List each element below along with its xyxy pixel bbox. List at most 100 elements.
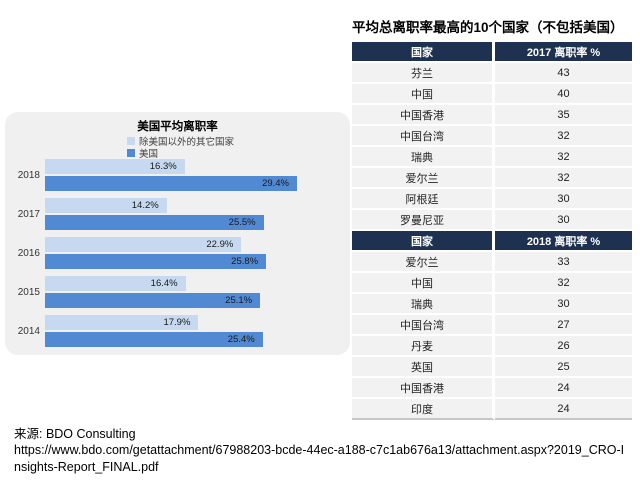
bar-value-label: 25.4% [227,334,255,345]
rate-cell: 24 [495,399,632,420]
rate-cell: 30 [495,294,632,315]
country-cell: 中国 [352,84,495,105]
bar-pair: 17.9% 25.4% [45,315,350,347]
bar-value-label: 17.9% [163,317,191,328]
table-body: 爱尔兰 33 中国 32 瑞典 30 中国台湾 27 丹麦 26 英国 25 中国香港 24 印度 24 [352,252,632,420]
bar-other-countries: 14.2% [45,198,167,213]
rate-header: 2017 离职率 % [495,42,632,63]
country-cell: 阿根廷 [352,189,495,210]
table-row: 芬兰 43 [352,63,632,84]
table-row: 印度 24 [352,399,632,420]
year-axis-label: 2017 [17,208,40,220]
rate-cell: 33 [495,252,632,273]
table-row: 罗曼尼亚 30 [352,210,632,231]
country-cell: 芬兰 [352,63,495,84]
table-row: 中国 32 [352,273,632,294]
bar-value-label: 14.2% [131,200,159,211]
bar-group-2018: 2018 16.3% 29.4% [5,159,350,191]
bar-us: 25.8% [45,254,267,269]
country-cell: 爱尔兰 [352,252,495,273]
country-cell: 中国 [352,273,495,294]
bar-group-2017: 2017 14.2% 25.5% [5,198,350,230]
bar-us: 25.5% [45,215,264,230]
bar-us: 25.4% [45,332,263,347]
rate-cell: 32 [495,126,632,147]
rate-cell: 30 [495,210,632,231]
bar-us: 29.4% [45,176,297,191]
table-row: 中国 40 [352,84,632,105]
rate-cell: 26 [495,336,632,357]
table-row: 英国 25 [352,357,632,378]
bar-other-countries: 17.9% [45,315,199,330]
country-cell: 瑞典 [352,294,495,315]
table-row: 中国台湾 27 [352,315,632,336]
bar-value-label: 22.9% [206,239,234,250]
bar-group-2015: 2015 16.4% 25.1% [5,276,350,308]
bar-other-countries: 16.4% [45,276,186,291]
bar-value-label: 25.1% [225,295,253,306]
source-label: 来源: BDO Consulting [14,427,136,441]
chart-title: 美国平均离职率 [137,121,218,133]
year-axis-label: 2016 [17,247,40,259]
source-url-link[interactable]: https://www.bdo.com/getattachment/679882… [14,443,625,474]
year-axis-label: 2014 [17,325,40,337]
country-cell: 中国香港 [352,105,495,126]
table-body: 芬兰 43 中国 40 中国香港 35 中国台湾 32 瑞典 32 爱尔兰 32 阿根廷 30 罗曼尼亚 30 [352,63,632,231]
bar-value-label: 25.5% [228,217,256,228]
country-cell: 罗曼尼亚 [352,210,495,231]
rate-cell: 27 [495,315,632,336]
chart-legend: 除美国以外的其它国家 美国 [127,135,235,160]
table-row: 瑞典 32 [352,147,632,168]
country-header: 国家 [352,42,495,63]
table-header-row: 国家 2018 离职率 % [352,231,632,252]
country-cell: 丹麦 [352,336,495,357]
country-cell: 中国台湾 [352,126,495,147]
rate-cell: 32 [495,168,632,189]
table-row: 中国香港 24 [352,378,632,399]
rate-header: 2018 离职率 % [495,231,632,252]
bar-chart-plot-area: 2018 16.3% 29.4% 2017 14.2% 25.5% 2016 22.9% 25.… [5,159,350,354]
bar-group-2014: 2014 17.9% 25.4% [5,315,350,347]
country-cell: 爱尔兰 [352,168,495,189]
table-row: 瑞典 30 [352,294,632,315]
bar-value-label: 25.8% [231,256,259,267]
rate-cell: 35 [495,105,632,126]
table-row: 阿根廷 30 [352,189,632,210]
bar-pair: 22.9% 25.8% [45,237,350,269]
legend-swatch-other-countries [127,137,135,145]
bar-value-label: 16.4% [150,278,178,289]
country-cell: 印度 [352,399,495,420]
source-block: 来源: BDO Consulting https://www.bdo.com/g… [14,426,628,475]
bar-pair: 14.2% 25.5% [45,198,350,230]
table-row: 中国香港 35 [352,105,632,126]
legend-item: 美国 [127,147,234,160]
turnover-table: 国家 2017 离职率 % 芬兰 43 中国 40 中国香港 35 中国台湾 32 瑞典 32 爱尔兰 3… [352,42,632,420]
legend-label: 除美国以外的其它国家 [139,137,235,148]
bar-value-label: 29.4% [262,178,289,189]
rate-cell: 30 [495,189,632,210]
rate-cell: 32 [495,273,632,294]
bar-other-countries: 22.9% [45,237,242,252]
bar-other-countries: 16.3% [45,159,185,174]
legend-item: 除美国以外的其它国家 [127,135,235,148]
country-cell: 中国香港 [352,378,495,399]
country-cell: 英国 [352,357,495,378]
rate-cell: 40 [495,84,632,105]
rate-cell: 25 [495,357,632,378]
year-axis-label: 2015 [17,286,40,298]
bar-pair: 16.4% 25.1% [45,276,350,308]
bar-pair: 16.3% 29.4% [45,159,350,191]
year-axis-label: 2018 [17,169,40,181]
table-row: 爱尔兰 32 [352,168,632,189]
legend-label: 美国 [139,149,159,160]
country-header: 国家 [352,231,495,252]
bar-us: 25.1% [45,293,261,308]
table-row: 爱尔兰 33 [352,252,632,273]
table-header-row: 国家 2017 离职率 % [352,42,632,63]
country-cell: 瑞典 [352,147,495,168]
table-row: 中国台湾 32 [352,126,632,147]
rate-cell: 32 [495,147,632,168]
rate-cell: 43 [495,63,632,84]
rate-cell: 24 [495,378,632,399]
